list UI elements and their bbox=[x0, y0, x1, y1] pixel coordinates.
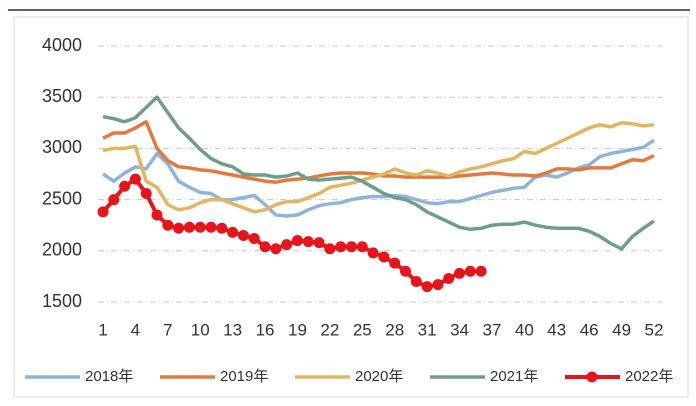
marker bbox=[216, 222, 228, 234]
marker bbox=[475, 265, 487, 277]
marker bbox=[432, 279, 444, 291]
series-line bbox=[101, 177, 482, 289]
marker bbox=[410, 276, 422, 288]
y-tick-label: 2500 bbox=[42, 188, 82, 208]
marker bbox=[421, 281, 433, 293]
x-tick-label: 31 bbox=[418, 320, 437, 339]
y-tick-label: 3000 bbox=[42, 137, 82, 157]
marker bbox=[108, 194, 120, 206]
x-tick-label: 10 bbox=[191, 320, 210, 339]
marker bbox=[248, 233, 260, 245]
marker bbox=[129, 173, 141, 185]
x-tick-label: 19 bbox=[288, 320, 307, 339]
series-line bbox=[102, 138, 655, 218]
marker bbox=[313, 237, 325, 249]
marker bbox=[227, 226, 239, 238]
marker bbox=[151, 209, 163, 221]
x-tick-label: 4 bbox=[131, 320, 140, 339]
y-tick-label: 2000 bbox=[42, 240, 82, 260]
legend-label: 2018年 bbox=[85, 368, 133, 385]
marker bbox=[335, 241, 347, 253]
marker bbox=[367, 247, 379, 259]
marker bbox=[291, 235, 303, 247]
x-tick-label: 34 bbox=[450, 320, 469, 339]
marker bbox=[302, 236, 314, 248]
marker bbox=[140, 187, 152, 199]
marker bbox=[162, 219, 174, 231]
marker bbox=[119, 180, 131, 192]
marker bbox=[270, 243, 282, 255]
legend-marker bbox=[586, 371, 598, 383]
x-tick-label: 40 bbox=[515, 320, 534, 339]
marker bbox=[389, 257, 401, 269]
y-tick-label: 4000 bbox=[42, 35, 82, 55]
chart-frame bbox=[13, 16, 689, 398]
marker bbox=[281, 239, 293, 251]
x-tick-label: 25 bbox=[353, 320, 372, 339]
x-tick-label: 1 bbox=[98, 320, 107, 339]
marker bbox=[237, 229, 249, 241]
x-tick-label: 22 bbox=[320, 320, 339, 339]
marker bbox=[400, 265, 412, 277]
x-tick-label: 28 bbox=[385, 320, 404, 339]
marker bbox=[205, 221, 217, 233]
legend-label: 2020年 bbox=[355, 368, 403, 385]
x-tick-label: 13 bbox=[223, 320, 242, 339]
marker bbox=[183, 221, 195, 233]
marker bbox=[356, 241, 368, 253]
x-tick-label: 37 bbox=[482, 320, 501, 339]
series-line bbox=[102, 95, 655, 251]
marker bbox=[324, 243, 336, 255]
marker bbox=[259, 241, 271, 253]
marker bbox=[454, 267, 466, 279]
x-tick-label: 16 bbox=[256, 320, 275, 339]
x-tick-label: 43 bbox=[547, 320, 566, 339]
y-tick-label: 3500 bbox=[42, 86, 82, 106]
marker bbox=[464, 265, 476, 277]
y-tick-label: 1500 bbox=[42, 291, 82, 311]
legend-label: 2022年 bbox=[625, 368, 673, 385]
marker bbox=[194, 221, 206, 233]
marker bbox=[443, 272, 455, 284]
x-tick-label: 49 bbox=[612, 320, 631, 339]
series-line bbox=[102, 121, 655, 214]
legend-label: 2021年 bbox=[490, 368, 538, 385]
x-tick-label: 7 bbox=[163, 320, 172, 339]
marker bbox=[345, 241, 357, 253]
marker bbox=[173, 222, 185, 234]
legend-label: 2019年 bbox=[220, 368, 268, 385]
marker bbox=[378, 251, 390, 263]
x-tick-label: 46 bbox=[580, 320, 599, 339]
x-tick-label: 52 bbox=[645, 320, 664, 339]
marker bbox=[97, 206, 109, 218]
